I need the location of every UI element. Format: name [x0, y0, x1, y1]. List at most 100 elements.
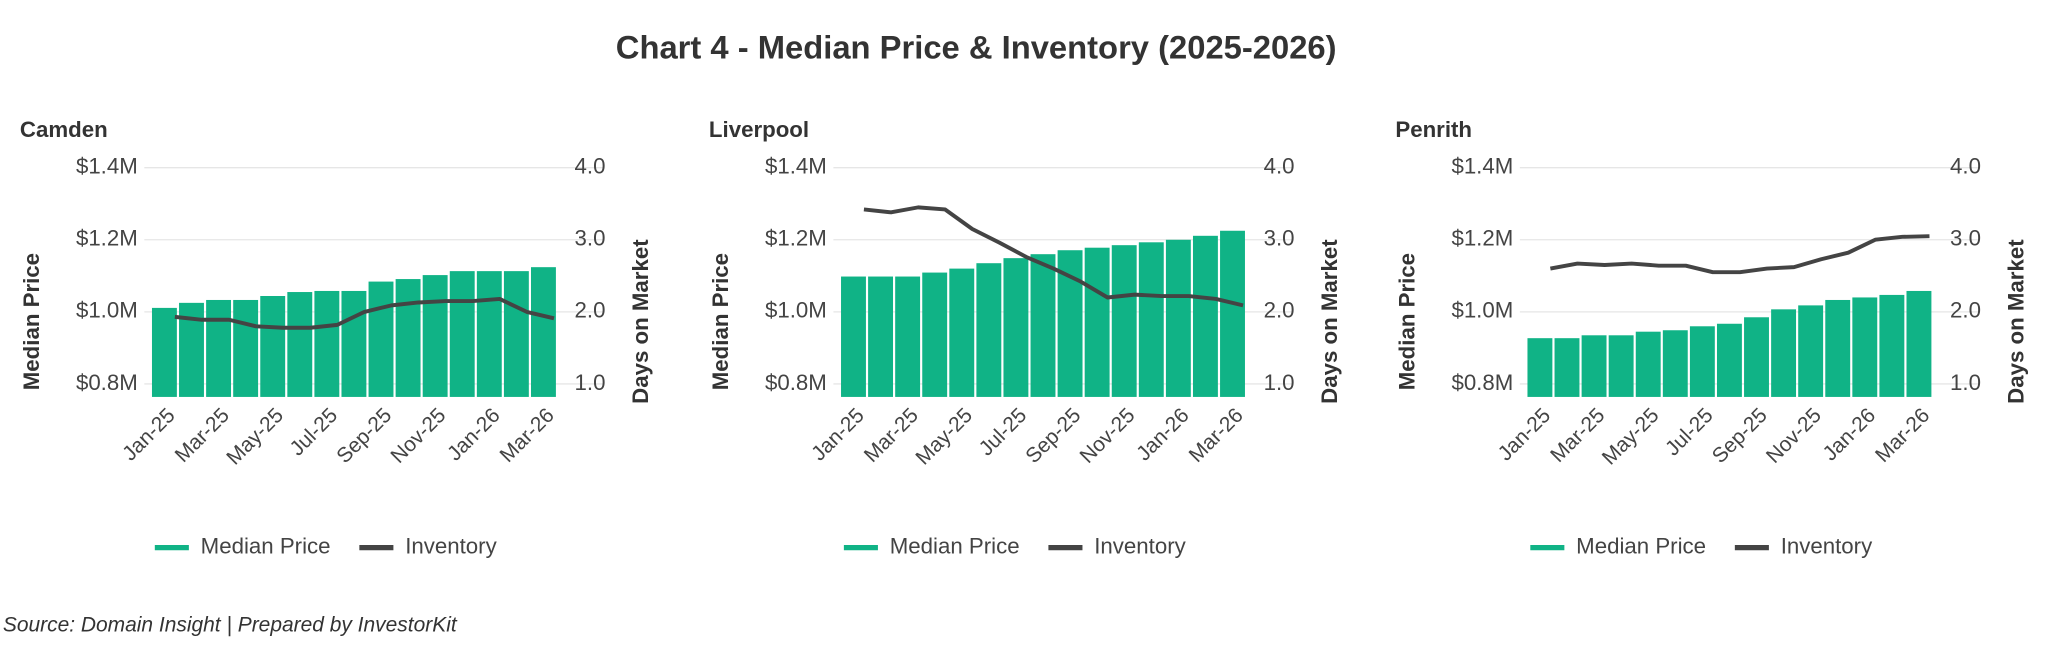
panel-title: Penrith: [1395, 117, 1472, 142]
y2-tick-label: 3.0: [1264, 226, 1295, 251]
legend-label: Median Price: [1576, 533, 1706, 558]
legend-label: Median Price: [201, 533, 331, 558]
bar: [1879, 294, 1905, 397]
panel-title: Camden: [20, 117, 108, 142]
bar: [895, 276, 921, 397]
bar: [395, 279, 421, 397]
x-tick-label: Jan-25: [807, 404, 869, 466]
bar: [1527, 338, 1553, 397]
y-tick-label: $1.4M: [1451, 154, 1513, 179]
y-tick-label: $0.8M: [765, 370, 827, 395]
bar: [1798, 305, 1824, 397]
bar: [1771, 309, 1797, 397]
y-tick-label: $1.2M: [765, 226, 827, 251]
bar: [1906, 290, 1932, 397]
y2-tick-label: 1.0: [1264, 370, 1295, 395]
bar: [422, 275, 448, 397]
bar: [314, 290, 340, 397]
y-tick-label: $1.2M: [76, 226, 138, 251]
y2-tick-label: 1.0: [1950, 370, 1981, 395]
bar: [503, 271, 529, 397]
bar: [868, 276, 894, 397]
y-axis-title: Median Price: [708, 253, 733, 390]
bar: [1220, 230, 1245, 397]
bar: [1608, 335, 1634, 397]
bar: [841, 276, 866, 397]
bar: [1689, 326, 1715, 397]
page-title: Chart 4 - Median Price & Inventory (2025…: [616, 28, 1337, 65]
y2-tick-label: 1.0: [575, 370, 606, 395]
y-tick-label: $1.0M: [765, 298, 827, 323]
bar: [260, 296, 286, 397]
bar: [1662, 330, 1688, 397]
bar: [1825, 299, 1851, 397]
bar: [1165, 239, 1191, 397]
legend-label: Inventory: [1781, 533, 1873, 558]
x-tick-label: Sep-25: [1021, 404, 1085, 468]
bar: [1138, 242, 1164, 397]
y2-tick-label: 2.0: [1950, 298, 1981, 323]
y-tick-label: $0.8M: [76, 370, 138, 395]
bar: [368, 281, 394, 397]
bar: [151, 307, 177, 397]
bar: [476, 271, 502, 397]
y-axis-title: Median Price: [1394, 253, 1419, 390]
bar: [1003, 258, 1029, 397]
bar: [1852, 297, 1878, 397]
y2-tick-label: 4.0: [1264, 154, 1295, 179]
y-tick-label: $1.0M: [1451, 298, 1513, 323]
panel: Penrith $0.8M $1.0M $1.2M $1.4M 1.0 2.0 3.0 4.0 M…: [1394, 117, 2028, 559]
bar: [1111, 245, 1137, 397]
line: [1550, 234, 1930, 275]
y-tick-label: $0.8M: [1451, 370, 1513, 395]
panel: Camden $0.8M $1.0M $1.2M $1.4M 1.0 2.0 3.0 4.0 Me…: [19, 117, 653, 559]
line: [174, 296, 555, 330]
x-tick-label: Nov-25: [1075, 404, 1139, 468]
x-tick-label: Nov-25: [386, 404, 450, 468]
y2-tick-label: 3.0: [1950, 226, 1981, 251]
y-tick-label: $1.4M: [765, 154, 827, 179]
panel: Liverpool $0.8M $1.0M $1.2M $1.4M 1.0 2.0 3.0 4.…: [708, 117, 1342, 559]
x-tick-label: Nov-25: [1762, 404, 1826, 468]
source-note: Source: Domain Insight | Prepared by Inv…: [3, 614, 458, 637]
bar: [1581, 335, 1607, 397]
x-tick-label: Jan-26: [1819, 404, 1881, 466]
y-axis-title: Median Price: [19, 253, 44, 390]
bar: [949, 268, 975, 397]
y-tick-label: $1.2M: [1451, 226, 1513, 251]
y-tick-label: $1.4M: [76, 154, 138, 179]
y2-axis-title: Days on Market: [2004, 239, 2029, 404]
bar: [976, 263, 1002, 397]
y2-tick-label: 2.0: [575, 298, 606, 323]
legend-label: Median Price: [890, 533, 1020, 558]
bar: [1554, 338, 1580, 397]
bar: [341, 290, 367, 397]
legend-label: Inventory: [405, 533, 497, 558]
x-tick-label: Jan-25: [118, 404, 180, 466]
y2-axis-title: Days on Market: [1317, 239, 1342, 404]
bar: [449, 271, 475, 397]
legend-label: Inventory: [1094, 533, 1186, 558]
x-tick-label: Sep-25: [1708, 404, 1772, 468]
bar: [233, 299, 259, 397]
x-tick-label: Mar-25: [860, 404, 923, 467]
x-tick-label: Mar-26: [1871, 404, 1934, 467]
bar: [1744, 317, 1769, 397]
bar: [1192, 235, 1218, 397]
bar: [1716, 323, 1742, 397]
x-tick-label: May-25: [222, 404, 288, 470]
x-tick-label: Sep-25: [332, 404, 396, 468]
x-tick-label: Jan-25: [1494, 404, 1556, 466]
bar: [206, 299, 232, 397]
bar: [530, 267, 556, 397]
bar: [1030, 254, 1056, 397]
y2-tick-label: 4.0: [1950, 154, 1981, 179]
x-tick-label: Jan-26: [443, 404, 505, 466]
x-tick-label: Jan-26: [1132, 404, 1194, 466]
panel-title: Liverpool: [709, 117, 809, 142]
x-tick-label: Mar-26: [496, 404, 559, 467]
x-tick-label: Mar-25: [171, 404, 234, 467]
y-tick-label: $1.0M: [76, 298, 138, 323]
y2-tick-label: 4.0: [575, 154, 606, 179]
